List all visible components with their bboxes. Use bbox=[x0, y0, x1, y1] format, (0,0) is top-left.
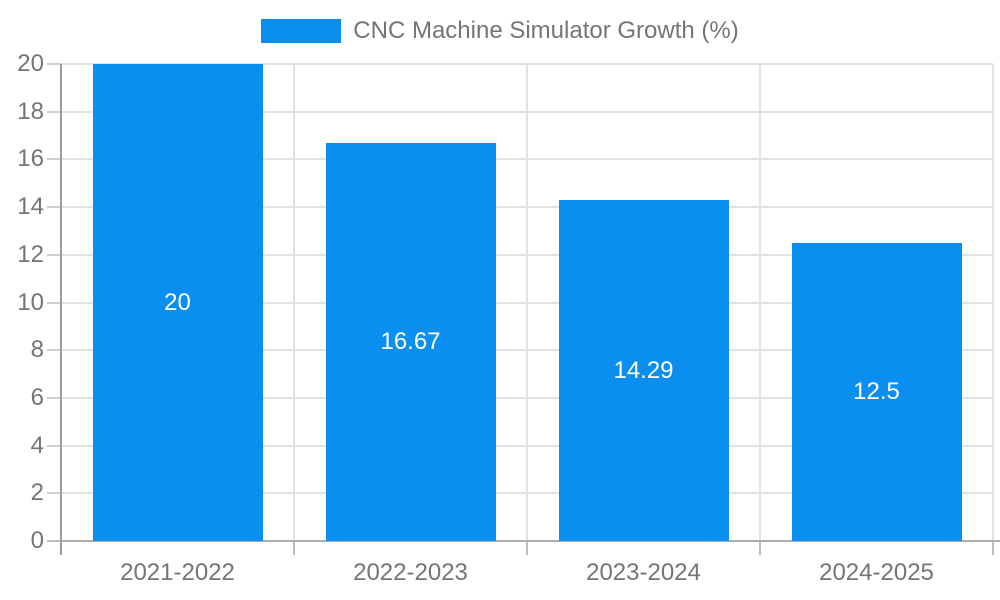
y-tick-label: 2 bbox=[30, 479, 44, 507]
y-tick bbox=[47, 444, 61, 447]
y-tick-label: 4 bbox=[30, 431, 44, 459]
y-tick bbox=[47, 301, 61, 304]
bar: 20 bbox=[92, 64, 263, 541]
bar-value-label: 12.5 bbox=[853, 377, 900, 405]
y-tick bbox=[47, 396, 61, 399]
x-tick-label: 2022-2023 bbox=[353, 559, 468, 586]
legend-label: CNC Machine Simulator Growth (%) bbox=[353, 17, 739, 44]
y-tick-label: 10 bbox=[17, 288, 44, 316]
y-tick-label: 16 bbox=[17, 145, 44, 173]
x-gridline bbox=[759, 64, 761, 541]
x-tick-label: 2024-2025 bbox=[819, 559, 934, 586]
y-tick-label: 0 bbox=[30, 527, 44, 554]
x-gridline bbox=[526, 64, 528, 541]
bar: 14.29 bbox=[558, 200, 729, 541]
y-tick bbox=[47, 110, 61, 113]
bar: 16.67 bbox=[325, 143, 496, 541]
bar-value-label: 20 bbox=[164, 288, 191, 316]
bar-value-label: 16.67 bbox=[380, 328, 441, 356]
y-tick bbox=[47, 253, 61, 256]
y-tick bbox=[47, 206, 61, 209]
y-axis-line bbox=[60, 64, 62, 555]
y-tick bbox=[47, 540, 61, 542]
y-tick-label: 14 bbox=[17, 193, 44, 221]
y-tick-label: 20 bbox=[17, 50, 44, 77]
x-tick bbox=[759, 541, 761, 555]
y-tick bbox=[47, 63, 61, 65]
x-tick bbox=[526, 541, 528, 555]
bar-value-label: 14.29 bbox=[613, 356, 674, 384]
x-tick-label: 2023-2024 bbox=[586, 559, 701, 586]
y-tick bbox=[47, 492, 61, 495]
x-tick bbox=[992, 541, 994, 555]
y-tick-label: 8 bbox=[30, 336, 44, 364]
x-gridline bbox=[293, 64, 295, 541]
legend-swatch bbox=[261, 19, 342, 43]
y-tick-label: 12 bbox=[17, 240, 44, 268]
y-tick bbox=[47, 349, 61, 352]
x-tick bbox=[293, 541, 295, 555]
x-tick-label: 2021-2022 bbox=[120, 559, 235, 586]
y-tick-label: 6 bbox=[30, 383, 44, 411]
x-gridline bbox=[992, 64, 994, 541]
bar: 12.5 bbox=[791, 242, 962, 541]
x-axis-line bbox=[61, 540, 1000, 542]
chart-legend[interactable]: CNC Machine Simulator Growth (%) bbox=[0, 17, 1000, 45]
y-tick bbox=[47, 158, 61, 161]
y-tick-label: 18 bbox=[17, 97, 44, 125]
